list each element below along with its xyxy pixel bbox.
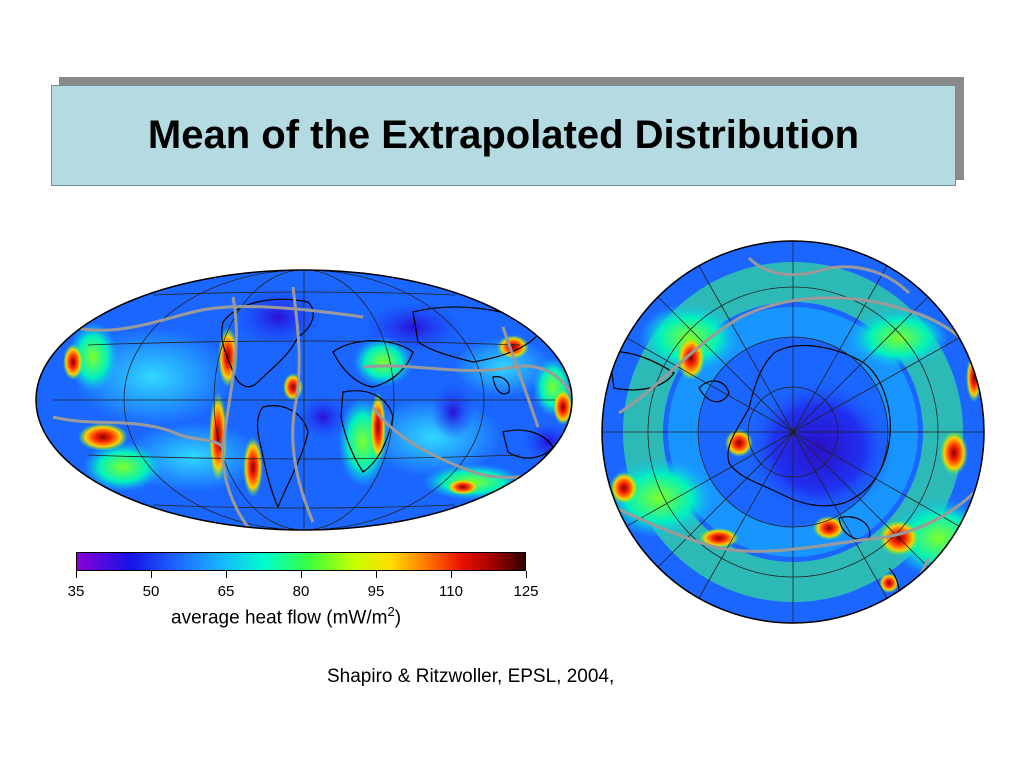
south-polar-heat-flow-map — [601, 240, 985, 624]
colorbar-tick — [375, 571, 377, 578]
colorbar-label: average heat flow (mW/m2) — [171, 604, 401, 629]
antarctic-craton — [744, 378, 894, 518]
colorbar-tick — [525, 571, 527, 578]
global-heat-flow-map — [35, 269, 573, 531]
colorbar-tick-label: 50 — [142, 583, 160, 600]
colorbar-tick — [75, 571, 77, 578]
colorbar-label-end: ) — [394, 607, 402, 629]
colorbar-tick-label: 35 — [67, 583, 85, 600]
colorbar-tick-label: 125 — [513, 583, 539, 600]
heat-flow-colorbar — [76, 552, 526, 571]
colorbar-tick-label: 65 — [217, 583, 235, 600]
polar-graticule — [602, 241, 984, 623]
colorbar-tick-label: 110 — [439, 583, 463, 600]
colorbar-tick — [450, 571, 452, 578]
graticule — [53, 270, 555, 530]
colorbar-tick — [300, 571, 302, 578]
colorbar-tick — [225, 571, 227, 578]
citation: Shapiro & Ritzwoller, EPSL, 2004, — [327, 666, 615, 687]
colorbar-tick-label: 80 — [292, 583, 310, 600]
slide-title: Mean of the Extrapolated Distribution — [147, 113, 860, 157]
colorbar-tick — [150, 571, 152, 578]
antarctica-coast — [727, 345, 891, 507]
canadian-shield — [233, 287, 323, 347]
title-box: Mean of the Extrapolated Distribution — [51, 85, 956, 186]
colorbar-label-main: average heat flow (mW/m — [171, 607, 388, 629]
colorbar-tick-label: 95 — [367, 583, 385, 600]
colorbar-label-sup: 2 — [387, 604, 395, 619]
